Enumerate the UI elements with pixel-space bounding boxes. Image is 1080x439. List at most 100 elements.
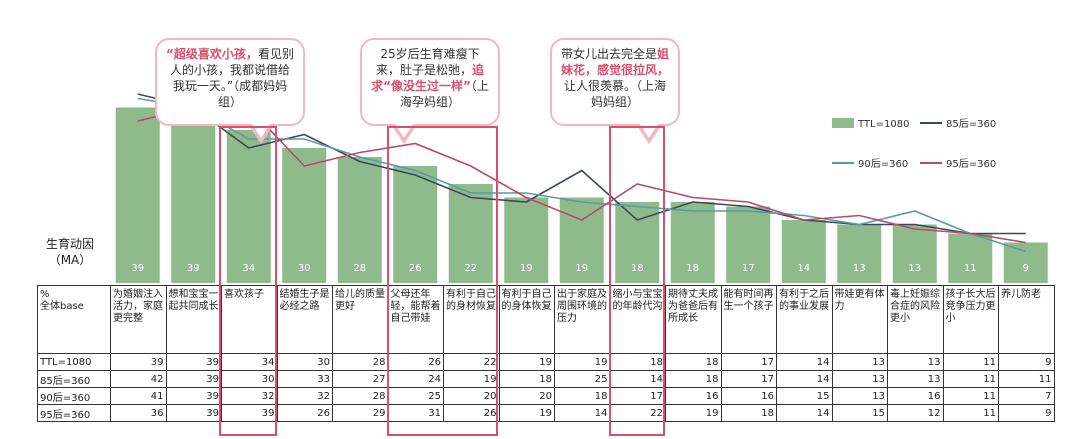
category-label-13: 带娃更有体力 [831, 285, 888, 354]
table-row: 95后=360 36 39 39 26 29 31 26 19 14 22 19 18 14 15 12 11 9 [37, 404, 1055, 422]
table-cell-3-1: 39 [165, 404, 222, 422]
bar-12 [781, 220, 826, 283]
bar-value-label-11: 17 [742, 263, 755, 274]
callout-shanghai-pregnant-pre: 25岁后生育难瘦下来，肚子是松弛， [375, 47, 480, 77]
row-label-2: 90后=360 [37, 387, 111, 405]
category-label-9: 缩小与宝宝的年龄代沟 [609, 285, 666, 354]
table-cell-2-0: 41 [110, 387, 167, 405]
table-cell-0-12: 14 [776, 353, 833, 371]
callout-shanghai-pregnant-post: （上海孕妈组） [399, 79, 489, 109]
callout-shanghai-mom: 带女儿出去完全是姐妹花，感觉很拉风，让人很羡慕。（上海妈妈组） [550, 38, 680, 144]
table-cell-3-16: 9 [998, 404, 1055, 422]
callout-chengdu: “超级喜欢小孩，看见别人的小孩，我都说借给我玩一天。”（成都妈妈组） [155, 38, 305, 144]
table-cell-0-4: 28 [332, 353, 389, 371]
table-cell-3-12: 14 [776, 404, 833, 422]
bar-value-label-10: 18 [686, 263, 699, 274]
table-corner-header: % 全体base [37, 285, 111, 354]
category-label-15: 孩子长大后竞争压力更小 [942, 285, 999, 354]
table-cell-0-8: 19 [554, 353, 611, 371]
table-cell-3-2: 39 [221, 404, 278, 422]
table-cell-2-15: 11 [942, 387, 999, 405]
table-cell-1-1: 39 [165, 370, 222, 388]
table-cell-0-11: 17 [720, 353, 777, 371]
table-cell-2-7: 20 [498, 387, 555, 405]
row-label-3: 95后=360 [37, 404, 111, 422]
table-cell-0-13: 13 [831, 353, 888, 371]
table-cell-1-16: 11 [998, 370, 1055, 388]
bar-4 [337, 157, 382, 283]
category-label-1: 想和宝宝一起共同成长 [165, 285, 222, 354]
table-cell-1-0: 42 [110, 370, 167, 388]
legend-label-0: TTL=1080 [857, 119, 909, 130]
table-cell-2-14: 16 [887, 387, 944, 405]
table-cell-3-6: 26 [443, 404, 500, 422]
bar-15 [948, 233, 993, 283]
legend-label-1: 85后=360 [946, 118, 996, 130]
table-cell-3-13: 15 [831, 404, 888, 422]
table-cell-2-13: 13 [831, 387, 888, 405]
bar-5 [393, 166, 438, 283]
series-line-3 [137, 106, 1026, 244]
bar-14 [892, 224, 937, 283]
table-cell-0-1: 39 [165, 353, 222, 371]
bar-3 [282, 148, 327, 283]
callout-shanghai-pregnant-highlight: 追求“像没生过一样” [371, 63, 485, 93]
table-cell-0-15: 11 [942, 353, 999, 371]
table-cell-1-8: 25 [554, 370, 611, 388]
table-cell-1-4: 27 [332, 370, 389, 388]
legend-swatch-0 [832, 118, 854, 128]
callout-shanghai-mom-post: 让人很羡慕。（上海妈妈组） [563, 79, 666, 109]
table-cell-0-14: 13 [887, 353, 944, 371]
table-cell-2-4: 28 [332, 387, 389, 405]
bar-value-label-1: 39 [187, 263, 200, 274]
bar-value-label-5: 26 [409, 263, 422, 274]
callout-chengdu-highlight: “超级喜欢小孩， [166, 47, 258, 61]
bar-value-label-14: 13 [908, 263, 921, 274]
bar-6 [448, 184, 493, 283]
table-cell-1-15: 11 [942, 370, 999, 388]
table-cell-2-8: 18 [554, 387, 611, 405]
callout-chengdu-post: 看见别人的小孩，我都说借给我玩一天。”（成都妈妈组） [169, 47, 294, 109]
highlight-box-1 [219, 126, 277, 436]
table-cell-3-7: 19 [498, 404, 555, 422]
table-cell-1-11: 17 [720, 370, 777, 388]
bar-2 [226, 130, 271, 283]
table-cell-2-16: 7 [998, 387, 1055, 405]
bar-value-label-2: 34 [242, 263, 255, 274]
table-cell-1-3: 33 [276, 370, 333, 388]
table-cell-1-13: 13 [831, 370, 888, 388]
bar-value-label-3: 30 [298, 263, 311, 274]
table-cell-1-14: 13 [887, 370, 944, 388]
table-cell-0-16: 9 [998, 353, 1055, 371]
table-cell-0-10: 18 [665, 353, 722, 371]
bar-value-label-4: 28 [353, 263, 366, 274]
y-axis-label: 生育动因 （MA） [45, 237, 94, 267]
bar-16 [1003, 242, 1048, 283]
bar-value-label-8: 19 [575, 263, 588, 274]
row-label-0: TTL=1080 [37, 353, 111, 371]
table-cell-3-3: 26 [276, 404, 333, 422]
category-label-0: 为婚姻注入活力，家庭更完整 [110, 285, 167, 354]
category-label-5: 父母还年轻，能帮着自己带娃 [387, 285, 444, 354]
table-cell-2-11: 16 [720, 387, 777, 405]
table-cell-2-3: 32 [276, 387, 333, 405]
table-header-row: % 全体base 为婚姻注入活力，家庭更完整 想和宝宝一起共同成长 喜欢孩子 结婚生子是… [37, 285, 1055, 354]
category-label-14: 毒上妊娠综合症的风险更小 [887, 285, 944, 354]
callout-shanghai-pregnant: 25岁后生育难瘦下来，肚子是松弛，追求“像没生过一样”（上海孕妈组） [360, 38, 500, 144]
table-cell-3-15: 11 [942, 404, 999, 422]
table-cell-3-11: 18 [720, 404, 777, 422]
table-cell-3-8: 14 [554, 404, 611, 422]
bar-value-label-15: 11 [964, 263, 977, 274]
bar-1 [171, 107, 216, 283]
category-label-3: 结婚生子是必经之路 [276, 285, 333, 354]
bar-value-label-7: 19 [520, 263, 533, 274]
table-cell-1-12: 14 [776, 370, 833, 388]
table-cell-1-7: 18 [498, 370, 555, 388]
table-cell-3-0: 36 [110, 404, 167, 422]
table-cell-3-14: 12 [887, 404, 944, 422]
table-cell-2-12: 15 [776, 387, 833, 405]
table-cell-2-1: 39 [165, 387, 222, 405]
table-cell-3-10: 19 [665, 404, 722, 422]
legend-label-2: 90后=360 [858, 158, 908, 170]
